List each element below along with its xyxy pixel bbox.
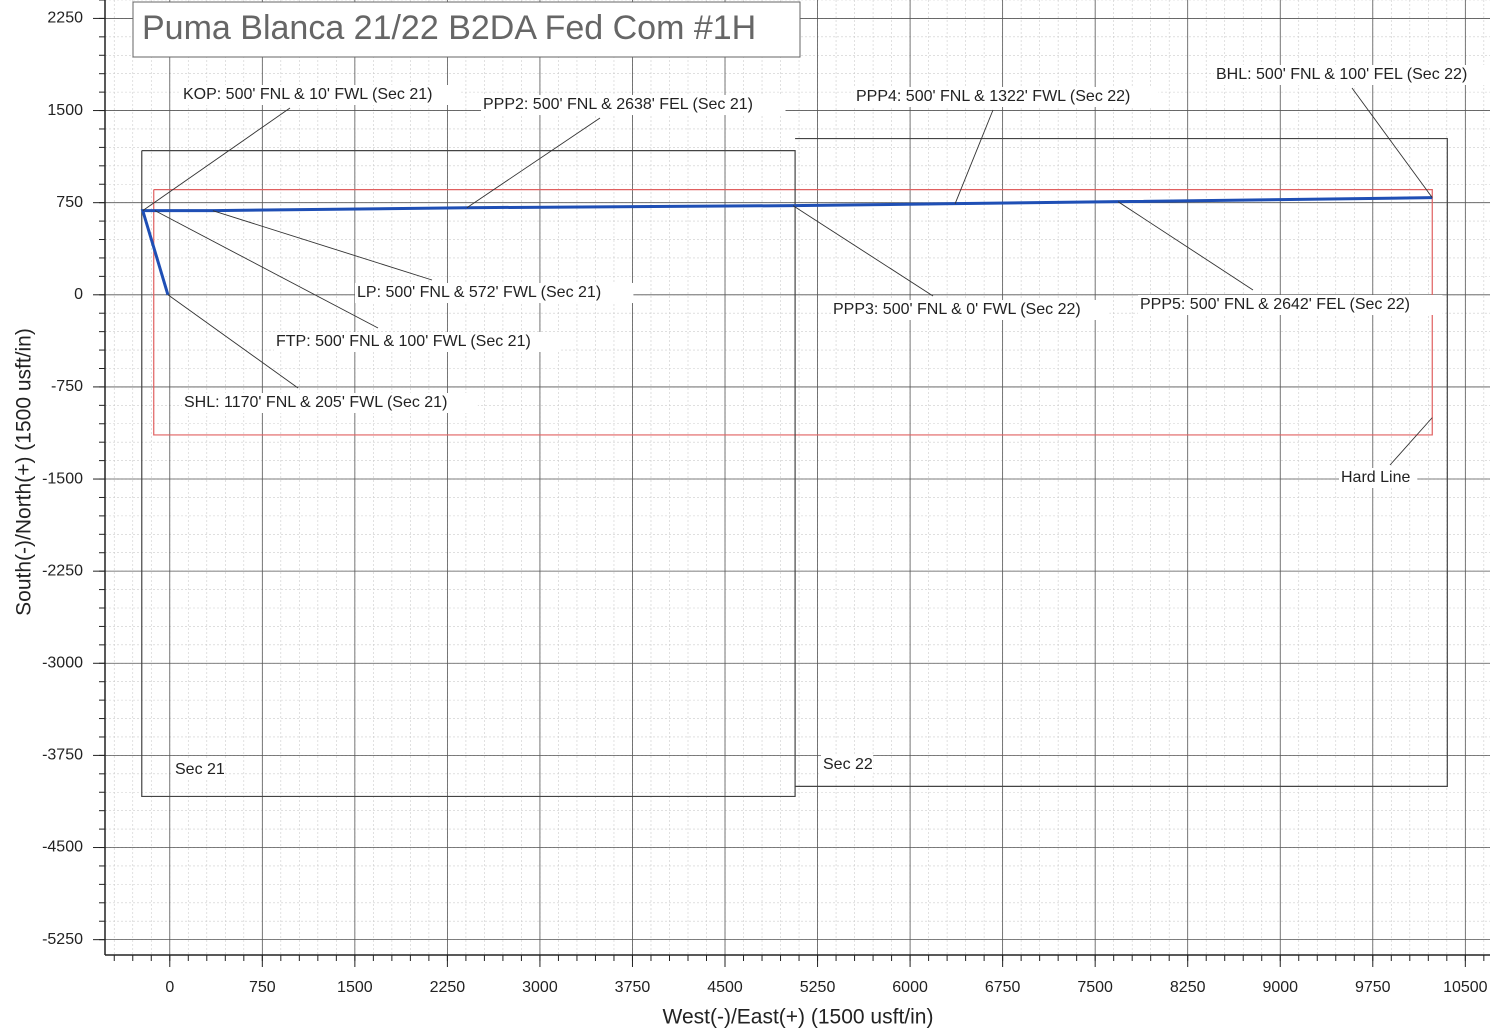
x-tick-label: 5250 [800,979,836,996]
annotation-bg [1214,65,1502,85]
annotation-bg [182,393,478,413]
annotation-bg [181,85,460,105]
annotation-leader [792,205,934,297]
annotation-bg [1138,295,1443,315]
annotation-bg [355,283,634,303]
y-axis-label: South(-)/North(+) (1500 usft/in) [13,328,36,616]
annotation: LP: 500' FNL & 572' FWL (Sec 21) [357,284,601,301]
x-tick-label: 10500 [1443,979,1488,996]
series-line [153,189,1433,436]
annotation-leader [142,107,291,212]
x-tick-label: 6000 [892,979,928,996]
y-tick-label: -1500 [42,470,83,487]
x-tick-label: 8250 [1170,979,1206,996]
x-tick-label: 4500 [707,979,743,996]
annotation: BHL: 500' FNL & 100' FEL (Sec 22) [1216,66,1467,83]
annotation: PPP3: 500' FNL & 0' FWL (Sec 22) [833,301,1081,318]
x-tick-label: 3000 [522,979,558,996]
y-tick-label: 1500 [47,102,83,119]
annotation: FTP: 500' FNL & 100' FWL (Sec 21) [276,333,531,350]
y-tick-label: -750 [51,378,83,395]
annotation: KOP: 500' FNL & 10' FWL (Sec 21) [183,86,432,103]
x-tick-label: 1500 [337,979,373,996]
x-tick-label: 3750 [615,979,651,996]
y-tick-label: 0 [74,286,83,303]
annotation-bg [821,755,874,775]
annotation-leader [154,210,379,329]
annotation-leader [466,117,601,209]
annotation: SHL: 1170' FNL & 205' FWL (Sec 21) [184,394,447,411]
series-line [141,149,796,798]
series-line [795,137,1448,787]
annotation-leader [1351,87,1433,198]
y-tick-label: -3750 [42,747,83,764]
chart-title: Puma Blanca 21/22 B2DA Fed Com #1H [142,9,756,47]
x-tick-label: 0 [165,979,174,996]
x-tick-label: 6750 [985,979,1021,996]
annotation-bg [274,332,562,352]
annotation-leader [954,109,994,204]
annotation-bg [831,300,1110,320]
x-tick-label: 9750 [1355,979,1391,996]
x-tick-label: 2250 [430,979,466,996]
y-tick-label: 2250 [47,10,83,27]
y-tick-label: -2250 [42,562,83,579]
annotation: Hard Line [1341,469,1410,486]
annotation-bg [481,95,786,115]
annotation-bg [854,87,1159,107]
annotation-leader [1117,201,1254,291]
annotation-leader [1389,417,1433,466]
title-box [132,1,801,58]
x-tick-label: 9000 [1262,979,1298,996]
y-tick-label: -4500 [42,839,83,856]
x-tick-label: 7500 [1077,979,1113,996]
y-tick-label: -5250 [42,931,83,948]
annotation: PPP2: 500' FNL & 2638' FEL (Sec 21) [483,96,753,113]
annotation: PPP4: 500' FNL & 1322' FWL (Sec 22) [856,88,1130,105]
annotation-leader [167,294,299,389]
y-tick-label: -3000 [42,654,83,671]
x-tick-label: 750 [249,979,276,996]
annotation: Sec 22 [823,756,873,773]
annotation: Sec 21 [175,761,225,778]
x-axis-label: West(-)/East(+) (1500 usft/in) [663,1006,934,1029]
marks: KOP: 500' FNL & 10' FWL (Sec 21) PPP2: 50… [140,65,1502,798]
annotation-bg [173,760,226,780]
y-tick-label: 750 [56,194,83,211]
annotation: PPP5: 500' FNL & 2642' FEL (Sec 22) [1140,296,1410,313]
annotation-leader [212,210,433,281]
annotation-bg [1339,468,1418,488]
